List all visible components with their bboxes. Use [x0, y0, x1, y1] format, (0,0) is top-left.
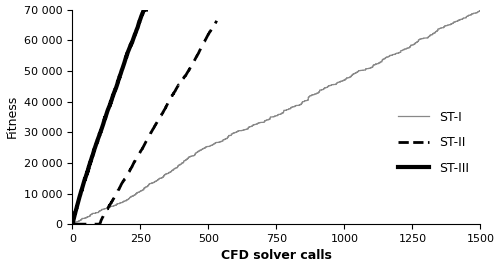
Line: ST-I: ST-I — [72, 10, 480, 224]
ST-III — [103, 113, 109, 117]
ST-II — [210, 27, 216, 30]
ST-II — [183, 73, 189, 77]
ST-I — [162, 173, 168, 177]
ST-III — [105, 107, 111, 111]
ST-III — [141, 8, 147, 11]
ST-I — [306, 94, 312, 98]
ST-III — [128, 44, 134, 48]
ST-I — [426, 35, 432, 38]
ST-II — [210, 26, 216, 29]
ST-I — [70, 222, 75, 226]
ST-III — [70, 222, 75, 226]
Line: ST-III: ST-III — [72, 10, 146, 224]
Legend: ST-I, ST-II, ST-III: ST-I, ST-II, ST-III — [393, 106, 474, 180]
ST-I — [194, 151, 200, 154]
ST-I — [478, 8, 484, 11]
ST-III — [140, 8, 146, 12]
X-axis label: CFD solver calls: CFD solver calls — [221, 250, 332, 262]
ST-II — [136, 153, 141, 156]
ST-II — [214, 19, 220, 22]
Line: ST-II: ST-II — [72, 21, 217, 224]
ST-I — [100, 208, 106, 211]
ST-II — [70, 222, 75, 226]
ST-II — [77, 222, 83, 226]
ST-III — [141, 8, 147, 12]
ST-III — [73, 207, 79, 211]
ST-III — [143, 8, 149, 11]
ST-II — [140, 147, 145, 150]
Y-axis label: Fitness: Fitness — [6, 95, 18, 139]
ST-I — [412, 42, 418, 45]
